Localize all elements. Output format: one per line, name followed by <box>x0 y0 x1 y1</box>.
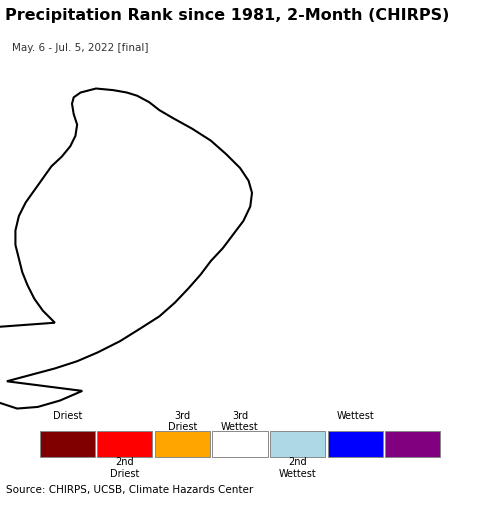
Text: 2nd
Driest: 2nd Driest <box>110 457 140 479</box>
Text: 3rd
Wettest: 3rd Wettest <box>221 411 259 432</box>
Bar <box>270 431 325 457</box>
Bar <box>97 431 152 457</box>
Text: 3rd
Driest: 3rd Driest <box>168 411 197 432</box>
Polygon shape <box>0 89 252 408</box>
Bar <box>385 431 440 457</box>
Text: Driest: Driest <box>52 411 82 420</box>
Bar <box>328 431 383 457</box>
Text: Wettest: Wettest <box>336 411 374 420</box>
Text: Precipitation Rank since 1981, 2-Month (CHIRPS): Precipitation Rank since 1981, 2-Month (… <box>5 8 449 23</box>
Bar <box>155 431 210 457</box>
Text: 2nd
Wettest: 2nd Wettest <box>279 457 316 479</box>
Bar <box>213 431 267 457</box>
Text: May. 6 - Jul. 5, 2022 [final]: May. 6 - Jul. 5, 2022 [final] <box>12 44 148 53</box>
Text: Source: CHIRPS, UCSB, Climate Hazards Center: Source: CHIRPS, UCSB, Climate Hazards Ce… <box>6 485 253 496</box>
Bar <box>40 431 95 457</box>
